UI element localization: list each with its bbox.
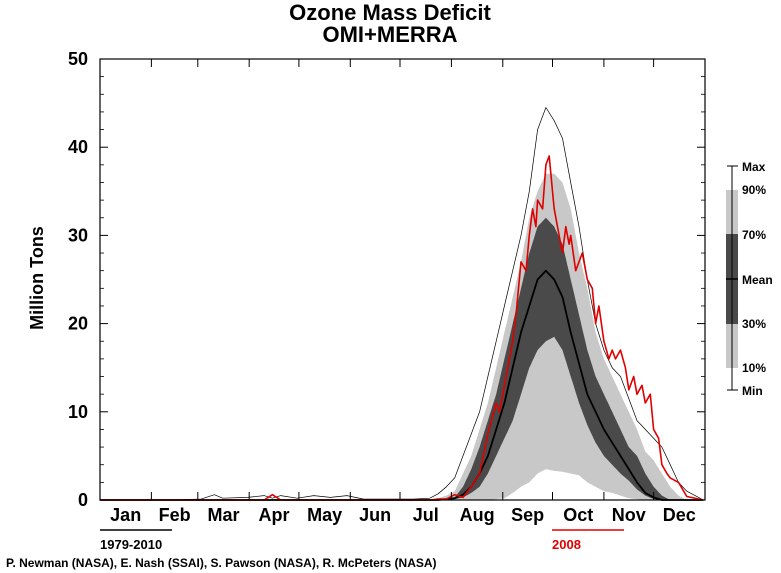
x-tick-label: Oct	[563, 505, 593, 525]
band-30-70-percentile	[100, 217, 704, 501]
legend-label-10: 10%	[742, 361, 766, 375]
y-tick-label: 40	[68, 137, 88, 157]
year-2008-line	[100, 155, 704, 501]
y-tick-label: 30	[68, 225, 88, 245]
x-tick-label: Apr	[259, 505, 290, 525]
x-tick-label: Nov	[612, 505, 646, 525]
x-tick-label: Sep	[511, 505, 544, 525]
chart-subtitle: OMI+MERRA	[322, 22, 457, 47]
y-tick-label: 10	[68, 402, 88, 422]
x-tick-label: Mar	[207, 505, 239, 525]
legend-label-90: 90%	[742, 183, 766, 197]
x-tick-label: Jul	[413, 505, 439, 525]
credits: P. Newman (NASA), E. Nash (SSAI), S. Paw…	[6, 556, 437, 570]
x-tick-label: May	[307, 505, 342, 525]
legend-label-min: Min	[742, 384, 763, 398]
legend-label-max: Max	[742, 160, 766, 174]
legend-label-30: 30%	[742, 317, 766, 331]
legend-label-mean: Mean	[742, 273, 773, 287]
x-tick-label: Jan	[110, 505, 141, 525]
max-line	[100, 107, 704, 501]
x-tick-label: Aug	[460, 505, 495, 525]
y-tick-label: 0	[78, 490, 88, 510]
legend-label-70: 70%	[742, 228, 766, 242]
chart-title: Ozone Mass Deficit	[289, 0, 491, 25]
x-tick-label: Dec	[663, 505, 696, 525]
plot-frame	[99, 58, 706, 501]
y-tick-label: 20	[68, 314, 88, 334]
x-tick-label: Jun	[359, 505, 391, 525]
y-axis-label: Million Tons	[27, 226, 47, 330]
climatology-period-label: 1979-2010	[100, 537, 162, 552]
y-tick-label: 50	[68, 49, 88, 69]
x-tick-label: Feb	[159, 505, 191, 525]
highlight-year-label: 2008	[552, 537, 581, 552]
